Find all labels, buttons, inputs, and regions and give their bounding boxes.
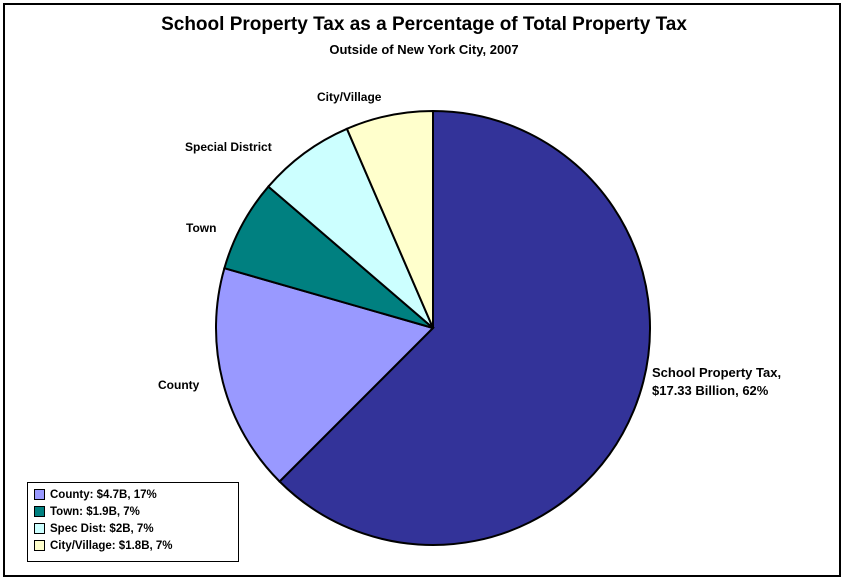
legend-item-city-village: City/Village: $1.8B, 7% [34, 537, 232, 554]
legend-item-town: Town: $1.9B, 7% [34, 503, 232, 520]
legend-swatch-spec-dist [34, 523, 45, 534]
legend-swatch-city-village [34, 540, 45, 551]
label-school-property-tax-value: $17.33 Billion, 62% [652, 383, 769, 398]
label-school-property-tax: School Property Tax, [652, 365, 781, 380]
legend-text-town: Town: $1.9B, 7% [50, 505, 140, 518]
label-city-village: City/Village [317, 90, 382, 104]
pie-slice-county [215, 266, 435, 483]
label-county: County [158, 378, 200, 392]
chart-legend: County: $4.7B, 17% Town: $1.9B, 7% Spec … [27, 482, 239, 562]
pie-slice-school-property-tax [278, 109, 651, 546]
legend-swatch-town [34, 506, 45, 517]
legend-text-spec-dist: Spec Dist: $2B, 7% [50, 522, 154, 535]
pie-slice-city-village [345, 109, 434, 329]
pie-slice-special-district [266, 127, 434, 329]
legend-item-county: County: $4.7B, 17% [34, 486, 232, 503]
legend-text-city-village: City/Village: $1.8B, 7% [50, 539, 173, 552]
legend-item-spec-dist: Spec Dist: $2B, 7% [34, 520, 232, 537]
label-special-district: Special District [185, 140, 272, 154]
chart-subtitle: Outside of New York City, 2007 [329, 42, 519, 57]
legend-swatch-county [34, 489, 45, 500]
label-town: Town [186, 221, 216, 235]
chart-title: School Property Tax as a Percentage of T… [161, 14, 687, 35]
legend-text-county: County: $4.7B, 17% [50, 488, 157, 501]
